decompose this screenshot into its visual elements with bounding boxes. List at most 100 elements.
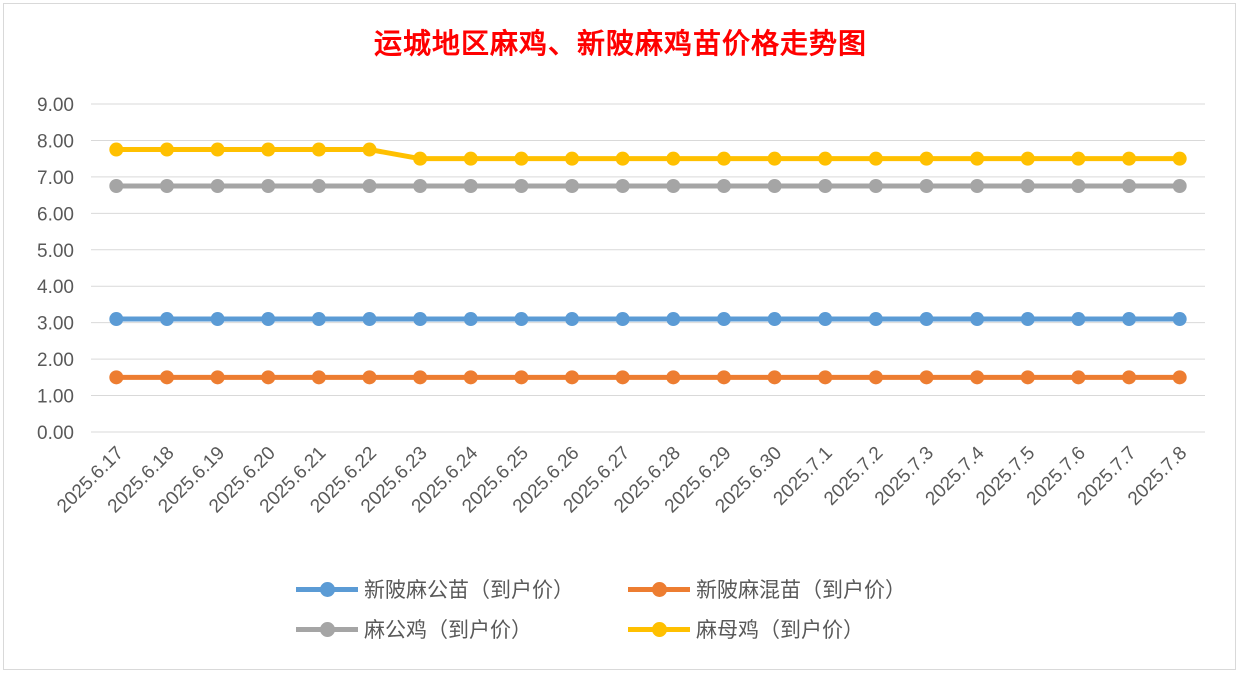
y-tick-label: 9.00 xyxy=(37,95,74,116)
legend-swatch xyxy=(628,574,690,604)
data-point xyxy=(767,312,782,327)
data-point xyxy=(311,370,326,385)
data-point xyxy=(919,179,934,193)
y-tick-label: 6.00 xyxy=(37,204,74,225)
data-point xyxy=(767,151,782,166)
data-point xyxy=(666,151,681,166)
data-point xyxy=(210,312,225,327)
data-point xyxy=(716,370,731,385)
data-point xyxy=(1122,370,1137,385)
legend-swatch xyxy=(296,574,358,604)
data-point xyxy=(1020,179,1035,193)
data-point xyxy=(615,151,630,166)
y-tick-label: 7.00 xyxy=(37,168,74,189)
data-point xyxy=(1172,179,1187,193)
data-point xyxy=(767,179,782,193)
legend-label: 麻母鸡（到户价） xyxy=(696,618,864,642)
legend-marker xyxy=(320,622,335,637)
legend-item: 麻公鸡（到户价） xyxy=(296,614,532,644)
data-point xyxy=(868,312,883,327)
data-point xyxy=(261,370,276,385)
data-point xyxy=(1071,370,1086,385)
data-point xyxy=(1172,312,1187,327)
y-tick-label: 5.00 xyxy=(37,241,74,262)
data-point xyxy=(1172,370,1187,385)
data-point xyxy=(514,312,529,327)
y-tick-label: 1.00 xyxy=(37,387,74,408)
data-point xyxy=(311,142,326,157)
data-point xyxy=(818,179,833,193)
data-point xyxy=(970,179,985,193)
data-point xyxy=(716,312,731,327)
legend-marker xyxy=(652,622,667,637)
chart-title: 运城地区麻鸡、新陂麻鸡苗价格走势图 xyxy=(373,27,867,60)
data-point xyxy=(413,179,428,193)
data-point xyxy=(311,312,326,327)
data-point xyxy=(261,179,276,193)
data-point xyxy=(818,312,833,327)
data-point xyxy=(615,312,630,327)
data-point xyxy=(565,370,580,385)
data-point xyxy=(463,370,478,385)
data-point xyxy=(1020,370,1035,385)
data-point xyxy=(261,142,276,157)
data-point xyxy=(159,179,174,193)
data-point xyxy=(1071,312,1086,327)
data-point xyxy=(159,370,174,385)
series-line xyxy=(116,147,1180,162)
data-point xyxy=(565,312,580,327)
data-point xyxy=(159,142,174,157)
data-point xyxy=(1071,179,1086,193)
data-point xyxy=(1020,151,1035,166)
y-tick-label: 8.00 xyxy=(37,131,74,152)
data-point xyxy=(514,370,529,385)
data-point xyxy=(615,370,630,385)
data-point xyxy=(970,151,985,166)
legend-swatch xyxy=(296,614,358,644)
data-point xyxy=(970,370,985,385)
data-point xyxy=(1020,312,1035,327)
data-point xyxy=(615,179,630,193)
data-point xyxy=(362,142,377,157)
data-point xyxy=(716,179,731,193)
data-point xyxy=(210,370,225,385)
data-point xyxy=(1122,179,1137,193)
legend-swatch xyxy=(628,614,690,644)
data-point xyxy=(362,312,377,327)
data-point xyxy=(1172,151,1187,166)
data-point xyxy=(463,151,478,166)
data-point xyxy=(109,370,124,385)
legend-label: 新陂麻公苗（到户价） xyxy=(364,578,574,602)
data-point xyxy=(767,370,782,385)
data-point xyxy=(1122,151,1137,166)
data-point xyxy=(362,370,377,385)
data-point xyxy=(362,179,377,193)
data-point xyxy=(109,312,124,327)
data-point xyxy=(868,151,883,166)
legend-item: 新陂麻公苗（到户价） xyxy=(296,574,574,604)
legend-marker xyxy=(652,582,667,597)
x-axis-ticks: 2025.6.172025.6.182025.6.192025.6.202025… xyxy=(53,442,1191,517)
y-axis-ticks: 0.00 1.00 2.00 3.00 4.00 5.00 6.00 7.00 8.00 9.00 xyxy=(37,95,74,444)
data-point xyxy=(716,151,731,166)
y-tick-label: 0.00 xyxy=(37,423,74,444)
data-point xyxy=(666,370,681,385)
data-point xyxy=(261,312,276,327)
data-point xyxy=(565,151,580,166)
legend-marker xyxy=(320,582,335,597)
data-point xyxy=(919,151,934,166)
data-point xyxy=(970,312,985,327)
data-point xyxy=(463,312,478,327)
data-point xyxy=(413,151,428,166)
data-point xyxy=(413,312,428,327)
legend-label: 麻公鸡（到户价） xyxy=(364,618,532,642)
data-point xyxy=(1122,312,1137,327)
data-point xyxy=(818,370,833,385)
data-point xyxy=(210,142,225,157)
data-point xyxy=(919,312,934,327)
series-lines xyxy=(109,142,1187,385)
legend-label: 新陂麻混苗（到户价） xyxy=(696,578,906,602)
y-tick-label: 4.00 xyxy=(37,277,74,298)
legend-item: 新陂麻混苗（到户价） xyxy=(628,574,906,604)
